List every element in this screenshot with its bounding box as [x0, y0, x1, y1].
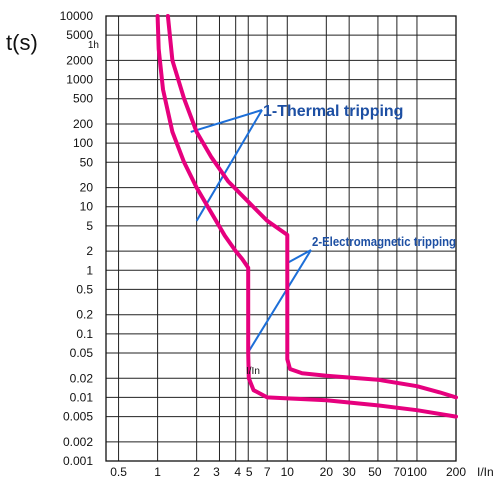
- y-tick-label: 0.005: [63, 410, 93, 424]
- plot-area-frame: [105, 15, 457, 462]
- y-tick-label: 0.002: [63, 435, 93, 449]
- y-tick-label: 0.05: [70, 346, 94, 360]
- y-tick-label: 2: [86, 244, 93, 258]
- y-tick-label: 0.5: [76, 282, 93, 296]
- y-tick-label: 1h: [88, 40, 99, 51]
- y-tick-label: 10: [80, 200, 94, 214]
- y-tick-label: 0.02: [70, 371, 94, 385]
- x-tick-label: 1: [154, 465, 161, 479]
- x-tick-label: 70: [393, 465, 407, 479]
- y-tick-label: 0.01: [70, 390, 94, 404]
- y-tick-label: 20: [80, 181, 94, 195]
- x-tick-label: 100: [407, 465, 427, 479]
- annotation-pointer-line: [190, 109, 263, 133]
- y-tick-label: 0.1: [76, 327, 93, 341]
- y-tick-label: 5000: [66, 28, 93, 42]
- electromagnetic-tripping-annotation: 2-Electromagnetic tripping: [312, 234, 456, 249]
- y-axis-label: t(s): [6, 30, 38, 55]
- tripping-curve-2: [165, 14, 458, 400]
- y-tick-label: 500: [73, 92, 93, 106]
- y-tick-label: 0.2: [76, 308, 93, 322]
- annotation-pointer-line: [248, 249, 312, 351]
- y-tick-label: 1000: [66, 73, 93, 87]
- y-tick-label: 200: [73, 117, 93, 131]
- x-tick-label: 4: [234, 465, 241, 479]
- curves: [155, 14, 458, 419]
- x-tick-label: 7: [264, 465, 271, 479]
- x-tick-label: 30: [342, 465, 356, 479]
- y-tick-label: 2000: [66, 53, 93, 67]
- x-tick-label: 50: [368, 465, 382, 479]
- x-axis-label: I/In: [477, 465, 494, 479]
- x-tick-label: 2: [193, 465, 200, 479]
- x-tick-label: 200: [446, 465, 466, 479]
- x-tick-label: 5: [246, 465, 253, 479]
- iin-annotation: I/In: [246, 366, 260, 377]
- y-tick-label: 1: [86, 263, 93, 277]
- x-tick-labels: 0.5 1 2 3 4 5 7 10 20 30 50 70 100 200: [110, 465, 466, 479]
- x-tick-label: 20: [320, 465, 334, 479]
- x-tick-label: 10: [281, 465, 295, 479]
- y-tick-label: 5: [86, 219, 93, 233]
- x-tick-label: 3: [213, 465, 220, 479]
- annotation-pointer-line: [286, 249, 312, 264]
- y-tick-label: 100: [73, 136, 93, 150]
- tripping-curve-1: [155, 14, 458, 419]
- x-tick-label: 0.5: [110, 465, 127, 479]
- y-tick-label: 50: [80, 155, 94, 169]
- y-tick-label: 10000: [60, 9, 94, 23]
- y-tick-label: 0.001: [63, 454, 93, 468]
- thermal-tripping-annotation: 1-Thermal tripping: [263, 103, 403, 120]
